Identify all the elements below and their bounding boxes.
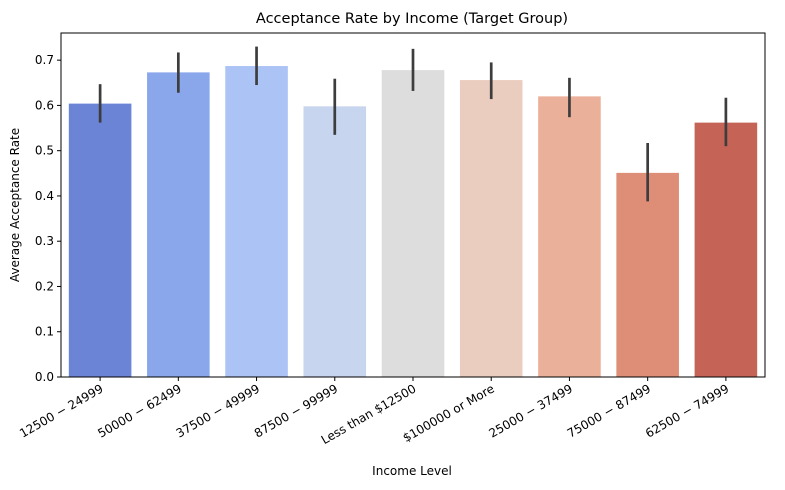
- y-tick-label: 0.3: [35, 234, 54, 248]
- y-tick-label: 0.2: [35, 279, 54, 293]
- bar-9: [694, 122, 758, 377]
- bar-5: [381, 70, 445, 378]
- x-tick-label: 37500 − 49999: [174, 381, 262, 440]
- y-tick-label: 0.6: [35, 98, 54, 112]
- x-tick-label: 62500 − 74999: [643, 381, 731, 440]
- x-tick-label: 25000 − 37499: [487, 381, 575, 440]
- y-tick-label: 0.1: [35, 325, 54, 339]
- y-axis: 0.0 0.1 0.2 0.3 0.4 0.5 0.6 0.7: [35, 53, 61, 384]
- bar-2: [147, 72, 210, 378]
- bar-8: [616, 172, 679, 377]
- y-tick-label: 0.7: [35, 53, 54, 67]
- bars-layer: [68, 66, 758, 378]
- bar-3: [225, 66, 288, 377]
- y-tick-label: 0.4: [35, 189, 54, 203]
- bar-1: [68, 103, 132, 377]
- y-tick-label: 0.0: [35, 370, 54, 384]
- x-tick-label: 50000 − 62499: [95, 381, 183, 440]
- y-axis-label: Average Acceptance Rate: [8, 128, 22, 282]
- y-tick-label: 0.5: [35, 144, 54, 158]
- chart-title: Acceptance Rate by Income (Target Group): [256, 11, 568, 27]
- bar-4: [303, 106, 367, 377]
- error-bars-layer: [98, 46, 728, 202]
- x-axis-label: Income Level: [372, 464, 452, 478]
- bar-6: [459, 80, 523, 378]
- bar-7: [538, 96, 601, 378]
- x-tick-label: 12500 − 24999: [17, 381, 105, 440]
- x-tick-label: 75000 − 87499: [565, 381, 653, 440]
